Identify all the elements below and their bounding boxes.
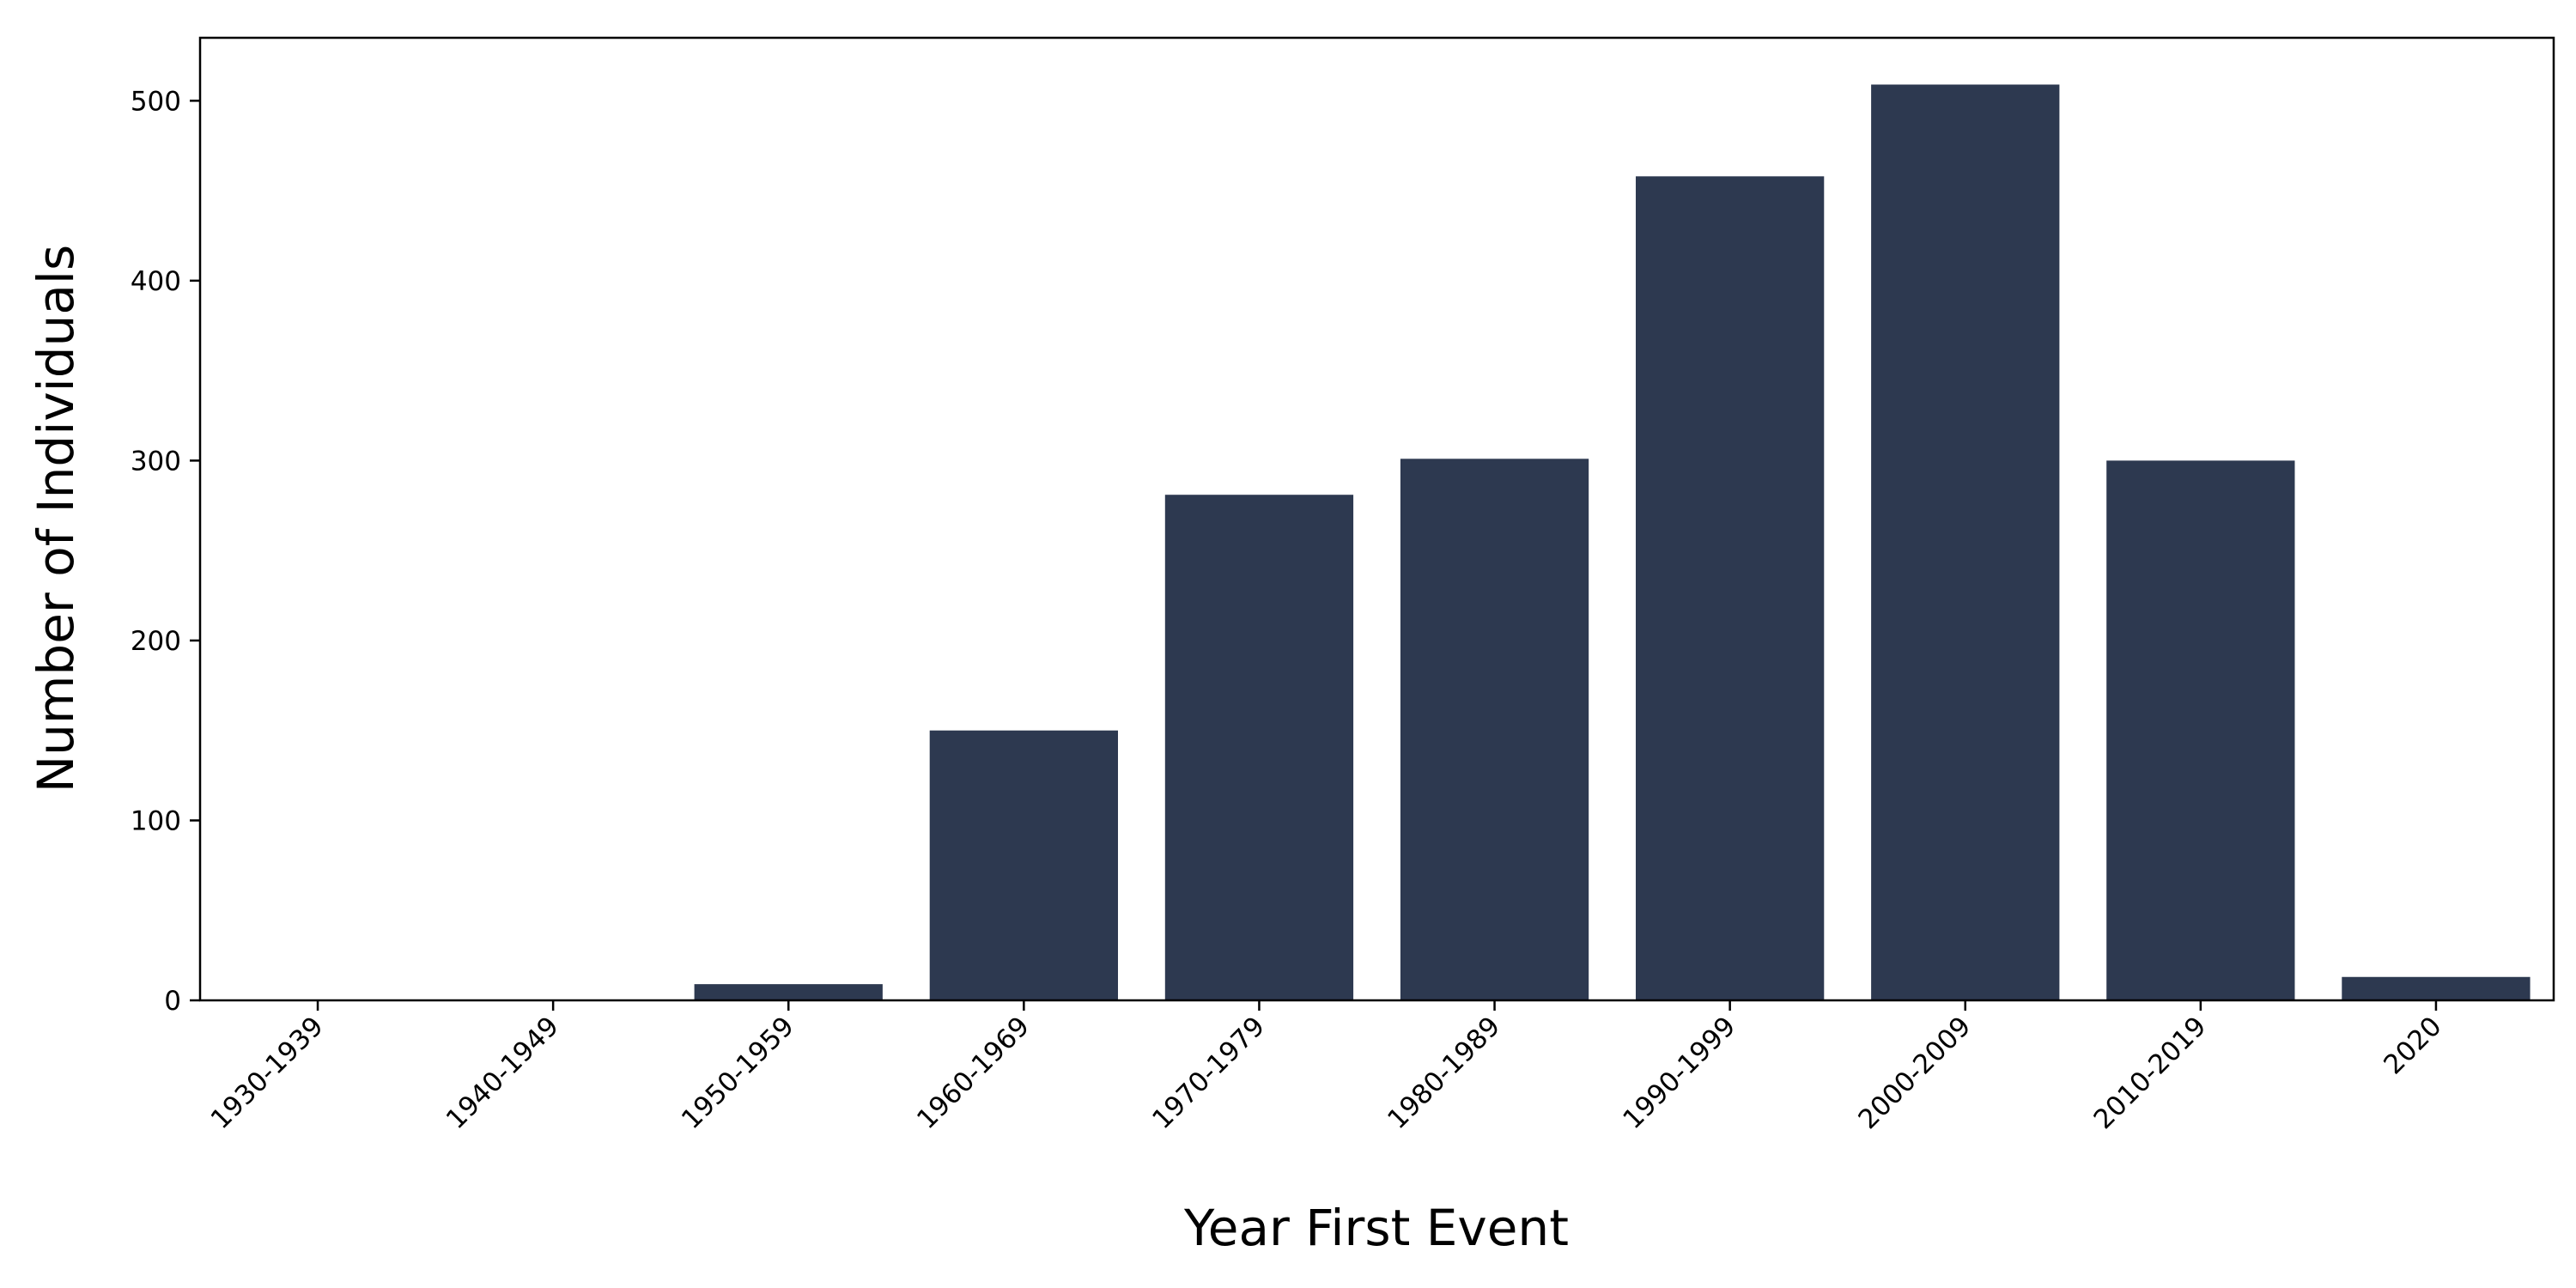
x-tick-label: 1980-1989 xyxy=(1382,1011,1506,1135)
plot-area-frame xyxy=(198,36,2555,1002)
bar-2010-2019 xyxy=(2106,460,2295,1000)
bar-1990-1999 xyxy=(1636,176,1825,1000)
x-tick-label: 1960-1969 xyxy=(911,1011,1036,1135)
y-tick-label: 500 xyxy=(131,86,181,117)
bars-layer xyxy=(694,84,2530,1000)
y-tick-label: 0 xyxy=(164,986,181,1017)
x-tick-label: 2000-2009 xyxy=(1852,1011,1977,1135)
x-axis: 1930-1939 1940-1949 1950-1959 1960-1969 1970… xyxy=(205,1000,2448,1135)
y-tick-label: 300 xyxy=(131,446,181,477)
y-axis: 0 100 200 300 400 500 xyxy=(131,86,200,1017)
bar-2000-2009 xyxy=(1871,84,2060,1000)
x-tick-label: 1940-1949 xyxy=(440,1011,565,1135)
y-tick-label: 100 xyxy=(131,805,181,836)
y-axis-title: Number of Individuals xyxy=(27,245,85,793)
bar-1980-1989 xyxy=(1400,459,1589,1000)
bar-1970-1979 xyxy=(1164,495,1354,1000)
y-tick-label: 400 xyxy=(131,266,181,297)
x-tick-label: 2020 xyxy=(2378,1011,2447,1080)
bar-2020 xyxy=(2342,976,2530,1000)
x-tick-label: 1970-1979 xyxy=(1146,1011,1271,1135)
x-axis-title: Year First Event xyxy=(1183,1199,1569,1257)
bar-1950-1959 xyxy=(694,984,883,1000)
x-tick-label: 1990-1999 xyxy=(1617,1011,1741,1135)
y-tick-label: 200 xyxy=(131,626,181,657)
x-tick-label: 1930-1939 xyxy=(205,1011,330,1135)
x-tick-label: 2010-2019 xyxy=(2088,1011,2213,1135)
bar-1960-1969 xyxy=(929,730,1118,1000)
x-tick-label: 1950-1959 xyxy=(676,1011,800,1135)
